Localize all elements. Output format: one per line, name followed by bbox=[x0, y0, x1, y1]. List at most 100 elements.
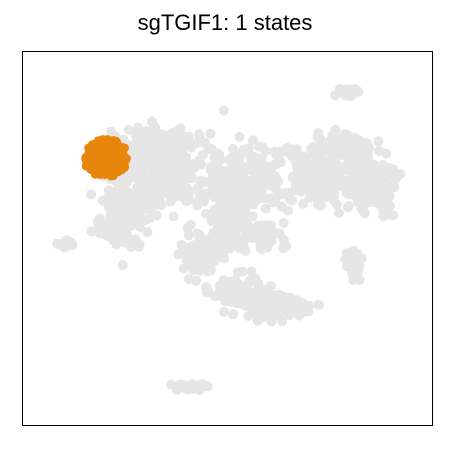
background-cell-point bbox=[309, 141, 320, 152]
background-cell-point bbox=[246, 153, 257, 164]
background-cell-point bbox=[297, 180, 308, 191]
background-cell-point bbox=[238, 241, 249, 252]
background-cell-point bbox=[346, 260, 357, 271]
background-cell-point bbox=[243, 311, 254, 321]
background-cell-point bbox=[175, 123, 186, 134]
highlighted-cell-point bbox=[91, 163, 101, 173]
background-cell-point bbox=[371, 178, 382, 189]
background-cell-point bbox=[108, 186, 119, 197]
background-cell-point bbox=[313, 299, 324, 310]
background-cell-point bbox=[342, 85, 353, 95]
highlighted-cell-point bbox=[95, 136, 104, 146]
background-cell-point bbox=[201, 188, 212, 199]
background-cell-point bbox=[340, 164, 351, 175]
highlighted-cell-point bbox=[105, 157, 115, 167]
highlighted-cell-point bbox=[107, 140, 117, 150]
background-cell-point bbox=[288, 144, 299, 155]
background-cell-point bbox=[142, 227, 153, 237]
background-cell-point bbox=[112, 197, 123, 207]
background-cell-point bbox=[312, 131, 323, 142]
background-cell-point bbox=[209, 152, 220, 163]
background-cell-point bbox=[227, 144, 238, 154]
background-cell-point bbox=[181, 195, 192, 206]
background-cell-point bbox=[278, 218, 289, 228]
background-cell-point bbox=[303, 306, 314, 317]
background-cell-point bbox=[298, 198, 308, 209]
background-cell-point bbox=[352, 269, 363, 279]
highlighted-state-cells bbox=[81, 135, 131, 181]
background-cell-point bbox=[370, 168, 381, 178]
background-cell-point bbox=[105, 231, 116, 242]
background-cell-point bbox=[214, 182, 224, 193]
background-cell-point bbox=[274, 228, 285, 239]
embedding-scatter bbox=[52, 83, 406, 396]
background-cell-point bbox=[143, 138, 154, 149]
background-cell-point bbox=[209, 170, 220, 181]
background-cell-point bbox=[60, 239, 70, 250]
background-cell-point bbox=[178, 155, 189, 166]
background-cell-point bbox=[381, 148, 392, 159]
background-cell-point bbox=[234, 132, 245, 142]
background-cell-point bbox=[250, 230, 261, 241]
background-cell-point bbox=[183, 230, 194, 241]
background-cell-point bbox=[273, 310, 284, 321]
background-cell-point bbox=[193, 195, 204, 206]
background-cell-point bbox=[266, 193, 277, 204]
background-cell-point bbox=[287, 195, 298, 206]
background-cell-point bbox=[358, 175, 369, 186]
background-cell-point bbox=[334, 83, 345, 94]
background-cell-point bbox=[224, 241, 235, 252]
background-cell-point bbox=[266, 316, 277, 327]
background-cell-point bbox=[373, 136, 384, 147]
background-cell-point bbox=[167, 157, 178, 168]
background-cell-point bbox=[296, 165, 307, 176]
background-cell-point bbox=[329, 187, 340, 198]
background-cell-point bbox=[188, 260, 198, 271]
background-cell-point bbox=[214, 190, 225, 200]
background-cell-point bbox=[120, 224, 131, 234]
background-cell-point bbox=[161, 169, 172, 179]
background-cell-point bbox=[111, 213, 122, 224]
background-cell-point bbox=[383, 200, 394, 211]
background-cell-point bbox=[194, 129, 205, 140]
highlighted-cell-point bbox=[82, 154, 92, 164]
background-cell-point bbox=[103, 202, 114, 213]
background-cell-point bbox=[179, 383, 190, 394]
background-cell-point bbox=[333, 208, 344, 218]
background-cell-point bbox=[205, 128, 216, 139]
background-cell-point bbox=[348, 169, 359, 180]
plot-area bbox=[22, 51, 433, 426]
highlighted-cell-point bbox=[95, 146, 105, 155]
background-cell-point bbox=[264, 162, 275, 173]
highlighted-cell-point bbox=[121, 154, 131, 163]
background-cell-point bbox=[123, 188, 134, 198]
background-cell-point bbox=[135, 222, 145, 232]
background-cell-point bbox=[256, 311, 267, 322]
background-cell-point bbox=[284, 292, 295, 303]
background-cell-point bbox=[166, 379, 177, 390]
background-cells bbox=[52, 83, 406, 396]
background-cell-point bbox=[239, 296, 250, 307]
background-cell-point bbox=[348, 245, 359, 256]
background-cell-point bbox=[187, 384, 198, 395]
background-cell-point bbox=[123, 124, 134, 135]
background-cell-point bbox=[144, 213, 155, 224]
background-cell-point bbox=[341, 150, 352, 161]
background-cell-point bbox=[186, 160, 197, 170]
background-cell-point bbox=[204, 254, 215, 265]
background-cell-point bbox=[320, 192, 331, 203]
background-cell-point bbox=[182, 223, 193, 233]
background-cell-point bbox=[178, 135, 189, 146]
background-cell-point bbox=[330, 124, 341, 135]
background-cell-point bbox=[135, 190, 146, 201]
background-cell-point bbox=[248, 135, 258, 146]
background-cell-point bbox=[218, 275, 229, 286]
background-cell-point bbox=[368, 159, 379, 170]
background-cell-point bbox=[134, 165, 144, 175]
background-cell-point bbox=[205, 262, 216, 273]
background-cell-point bbox=[122, 205, 133, 216]
background-cell-point bbox=[269, 171, 280, 182]
background-cell-point bbox=[227, 191, 238, 202]
background-cell-point bbox=[228, 222, 239, 233]
background-cell-point bbox=[325, 135, 336, 146]
